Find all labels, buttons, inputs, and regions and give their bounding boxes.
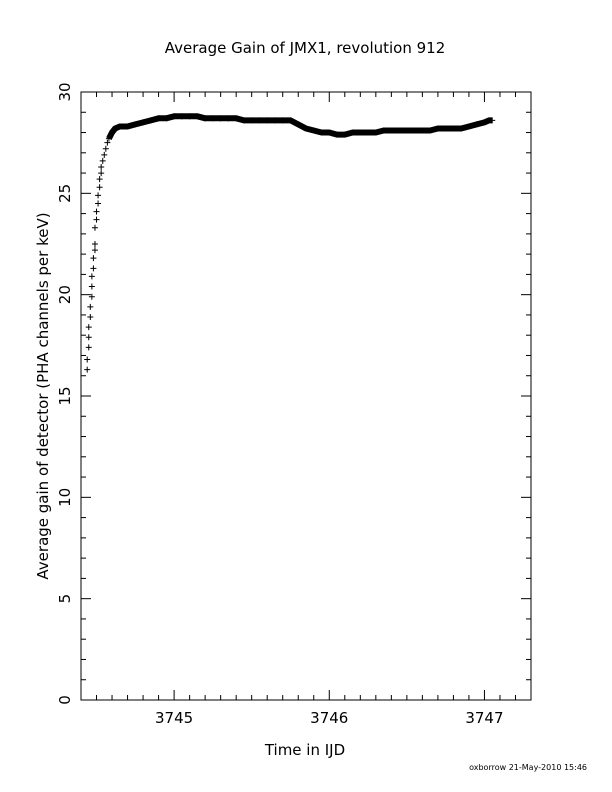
x-axis-label: Time in IJD xyxy=(264,741,345,759)
data-point xyxy=(102,145,109,152)
data-point xyxy=(93,216,100,223)
data-point xyxy=(90,255,97,262)
y-tick-label: 15 xyxy=(56,386,74,405)
data-point xyxy=(88,273,95,280)
data-point xyxy=(101,151,108,158)
data-point xyxy=(95,200,102,207)
data-points xyxy=(84,113,496,373)
y-tick-label: 25 xyxy=(56,184,74,203)
data-point xyxy=(88,283,95,290)
data-point xyxy=(90,265,97,272)
y-tick-label: 10 xyxy=(56,488,74,507)
data-point xyxy=(84,366,91,373)
data-point xyxy=(96,184,103,191)
data-series-band xyxy=(106,113,493,140)
y-tick-label: 20 xyxy=(56,285,74,304)
data-point xyxy=(104,139,111,146)
chart-title: Average Gain of JMX1, revolution 912 xyxy=(165,39,446,57)
data-point xyxy=(91,224,98,231)
x-tick-label: 3747 xyxy=(465,709,503,727)
x-axis: 3745 3746 3747 xyxy=(80,92,532,727)
data-point xyxy=(93,208,100,215)
y-tick-label: 0 xyxy=(56,695,74,705)
data-point xyxy=(85,334,92,341)
data-point xyxy=(85,344,92,351)
x-tick-label: 3746 xyxy=(310,709,348,727)
data-point xyxy=(87,303,94,310)
data-point xyxy=(88,293,95,300)
data-point xyxy=(96,176,103,183)
data-point xyxy=(98,163,105,170)
data-point xyxy=(91,241,98,247)
x-tick-label: 3745 xyxy=(155,709,193,727)
y-tick-label: 5 xyxy=(56,594,74,604)
footer-timestamp: oxborrow 21-May-2010 15:46 xyxy=(469,763,587,772)
data-point xyxy=(87,313,94,320)
y-axis: 0 5 10 15 20 25 30 xyxy=(56,82,531,705)
data-point xyxy=(98,170,105,177)
data-point xyxy=(85,324,92,331)
data-point xyxy=(84,356,91,363)
data-point xyxy=(99,157,106,164)
data-point xyxy=(95,192,102,199)
y-axis-label: Average gain of detector (PHA channels p… xyxy=(34,212,52,579)
data-point xyxy=(91,247,98,254)
y-tick-label: 30 xyxy=(56,82,74,101)
plot-frame xyxy=(80,91,532,701)
